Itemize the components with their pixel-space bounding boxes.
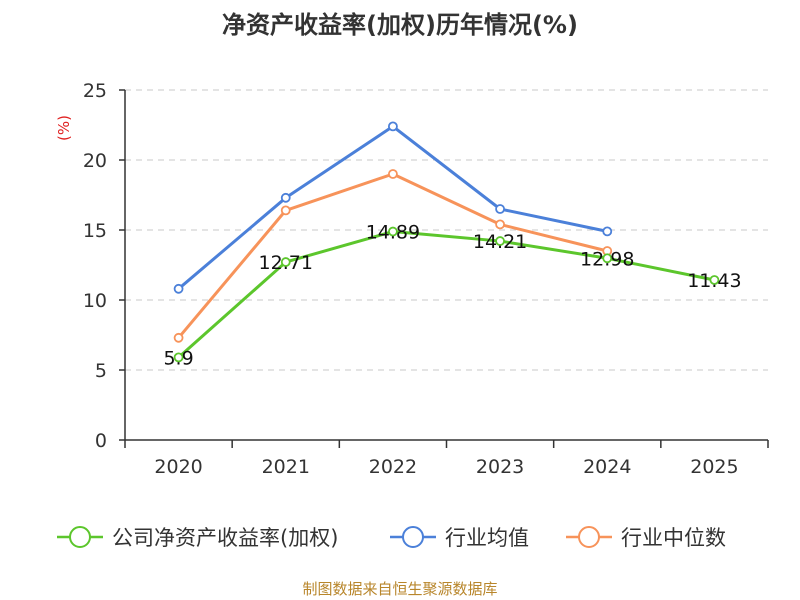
x-tick-label: 2021: [262, 456, 310, 478]
source-note: 制图数据来自恒生聚源数据库: [302, 580, 497, 598]
legend-marker-icon: [402, 526, 424, 548]
chart-title: 净资产收益率(加权)历年情况(%): [222, 11, 578, 39]
legend-marker-icon: [69, 526, 91, 548]
data-label: 14.21: [473, 231, 527, 253]
y-tick-label: 10: [83, 290, 107, 312]
legend: 公司净资产收益率(加权) 行业均值 行业中位数: [57, 526, 726, 550]
data-point-0: [280, 257, 291, 267]
legend-marker-icon: [578, 526, 600, 548]
legend-label: 行业均值: [445, 526, 529, 550]
data-point-0: [602, 253, 613, 264]
y-tick-label: 0: [95, 430, 107, 452]
data-point-2: [388, 169, 398, 179]
legend-label: 公司净资产收益率(加权): [112, 526, 338, 550]
data-labels: 5.9 12.71 14.89 14.21 12.98 11.43: [163, 222, 741, 370]
y-tick-label: 15: [83, 220, 107, 242]
x-tick-label: 2022: [369, 456, 417, 478]
series-line-2: [177, 172, 608, 339]
x-tick-label: 2025: [690, 456, 738, 478]
data-label: 12.98: [580, 248, 634, 270]
data-point-0: [495, 236, 505, 246]
data-label: 11.43: [687, 270, 741, 292]
data-label: 12.71: [259, 252, 313, 274]
data-point-1: [280, 192, 291, 203]
y-tick-label: 20: [83, 150, 107, 172]
series-lines: [173, 121, 720, 363]
x-tick-label: 2023: [476, 456, 524, 478]
data-point-0: [173, 352, 184, 363]
y-tick-label: 25: [83, 80, 107, 102]
data-point-1: [388, 121, 398, 132]
data-point-0: [709, 275, 720, 285]
series-line-0: [177, 230, 715, 359]
data-point-1: [173, 283, 184, 294]
data-point-0: [388, 226, 398, 237]
data-point-2: [280, 205, 291, 216]
x-tick-label: 2024: [583, 456, 631, 478]
data-point-2: [495, 219, 505, 230]
grid-lines: [125, 89, 768, 371]
y-tick-label: 5: [95, 360, 107, 382]
data-point-1: [495, 204, 505, 214]
data-point-1: [602, 226, 613, 237]
legend-label: 行业中位数: [621, 526, 726, 550]
x-tick-label: 2020: [154, 456, 202, 478]
data-point-2: [173, 332, 184, 343]
series-line-1: [177, 124, 608, 290]
data-label: 14.89: [366, 222, 420, 244]
data-label: 5.9: [163, 347, 193, 369]
y-axis-unit-label: (%): [55, 115, 73, 141]
